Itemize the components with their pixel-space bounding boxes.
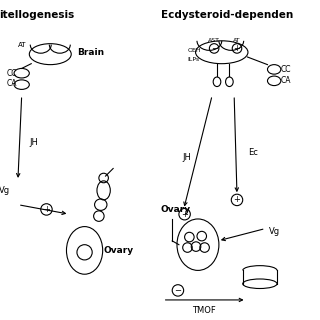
Text: JH: JH: [182, 153, 191, 162]
Text: +: +: [181, 210, 188, 219]
Text: itellogenesis: itellogenesis: [0, 10, 74, 20]
Text: ILPs: ILPs: [188, 57, 200, 62]
Text: JH: JH: [29, 138, 38, 147]
Text: Vg: Vg: [269, 227, 281, 236]
Text: Vg: Vg: [0, 186, 10, 195]
Text: TMOF: TMOF: [192, 306, 216, 315]
Text: +: +: [43, 205, 50, 214]
Text: Ec: Ec: [248, 148, 258, 157]
Text: +: +: [234, 196, 240, 204]
Text: AST: AST: [208, 38, 220, 43]
Text: +: +: [234, 44, 240, 53]
Text: Ovary: Ovary: [104, 246, 134, 255]
Text: Brain: Brain: [77, 48, 104, 57]
Text: CC: CC: [6, 69, 17, 78]
Text: −: −: [211, 44, 218, 53]
Text: Ecdysteroid-dependen: Ecdysteroid-dependen: [161, 10, 293, 20]
Text: −: −: [174, 286, 181, 295]
Text: CA: CA: [281, 76, 291, 85]
Text: Ovary: Ovary: [161, 205, 191, 214]
Text: OEH: OEH: [188, 48, 201, 53]
Text: AT: AT: [18, 42, 26, 48]
Text: CA: CA: [6, 79, 17, 88]
Text: AT: AT: [233, 38, 241, 43]
Text: CC: CC: [281, 65, 291, 74]
